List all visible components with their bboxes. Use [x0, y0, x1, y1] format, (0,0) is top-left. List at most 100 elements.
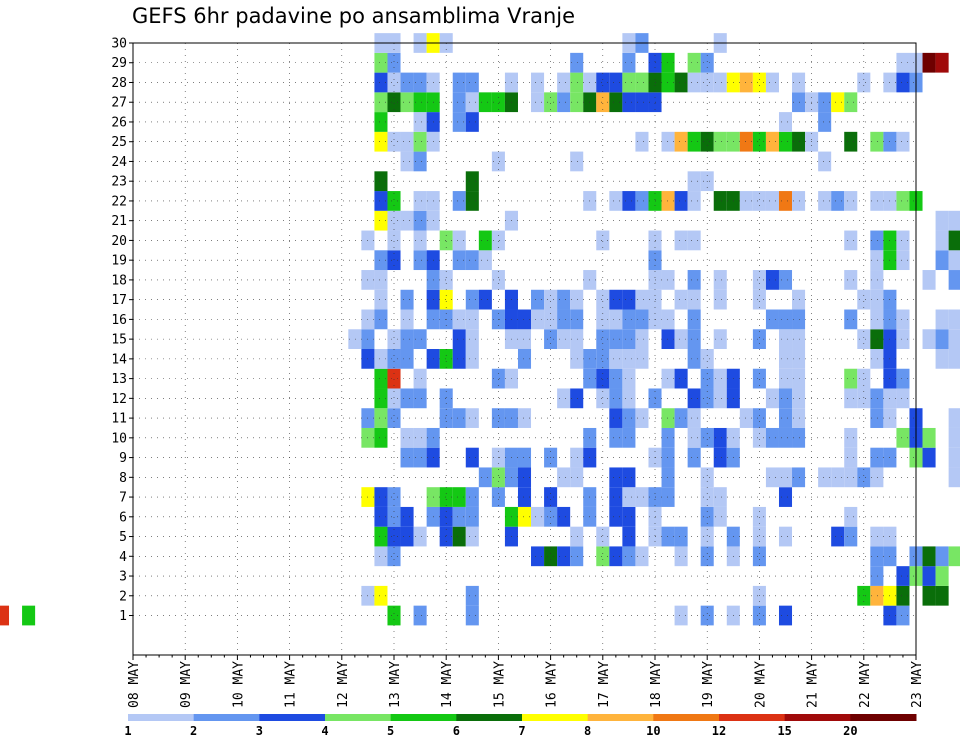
- y-tick-label: 9: [119, 451, 127, 466]
- heatmap-cell: [570, 526, 584, 547]
- y-tick-label: 27: [111, 96, 127, 111]
- heatmap-cell: [374, 52, 388, 73]
- heatmap-cell: [896, 566, 910, 586]
- heatmap-cell: [387, 388, 401, 409]
- heatmap-cell: [465, 526, 479, 547]
- y-tick-label: 4: [119, 550, 127, 565]
- heatmap-cell: [439, 270, 453, 290]
- heatmap-cell: [896, 427, 910, 448]
- heatmap-cell: [844, 92, 858, 113]
- y-tick-label: 2: [119, 589, 127, 604]
- heatmap-cell: [713, 427, 727, 448]
- legend-label: 2: [190, 724, 197, 738]
- heatmap-cell: [465, 506, 479, 527]
- heatmap-cell: [713, 506, 727, 527]
- heatmap-cell: [896, 368, 910, 389]
- heatmap-cell: [752, 427, 766, 448]
- heatmap-cell: [687, 131, 701, 152]
- heatmap-cell: [948, 447, 960, 468]
- heatmap-cell: [478, 289, 492, 310]
- heatmap-cell: [609, 309, 623, 330]
- heatmap-cell: [622, 72, 636, 93]
- heatmap-cell: [413, 230, 427, 251]
- heatmap-cell: [387, 191, 401, 211]
- heatmap-cell: [844, 131, 858, 152]
- x-axis: 08 MAY 09 MAY 10 MAY 11 MAY 12 MAY 13 MAY 14 M…: [127, 655, 925, 708]
- heatmap-cell: [413, 329, 427, 349]
- heatmap-cell: [374, 191, 388, 211]
- heatmap-cell: [465, 112, 479, 132]
- heatmap-cell: [765, 72, 779, 93]
- heatmap-cell: [544, 546, 558, 567]
- heatmap-cell: [387, 210, 401, 231]
- heatmap-cell: [870, 349, 884, 369]
- heatmap-cell: [896, 250, 910, 271]
- heatmap-cell: [531, 72, 545, 93]
- heatmap-cell: [531, 506, 545, 527]
- heatmap-cell: [570, 447, 584, 468]
- heatmap-cell: [570, 289, 584, 310]
- heatmap-cell: [935, 585, 949, 606]
- heatmap-cell: [570, 546, 584, 567]
- y-tick-label: 8: [119, 471, 127, 486]
- heatmap-cell: [570, 309, 584, 330]
- heatmap-cell: [948, 250, 960, 271]
- y-tick-label: 10: [111, 431, 127, 446]
- y-tick-label: 22: [111, 194, 127, 209]
- heatmap-cell: [635, 408, 649, 428]
- heatmap-cell: [818, 191, 832, 211]
- heatmap-cell: [687, 447, 701, 468]
- heatmap-cell: [661, 467, 675, 488]
- heatmap-cell: [452, 526, 466, 547]
- x-tick-label: 14 MAY: [440, 661, 455, 708]
- heatmap-cell: [570, 467, 584, 488]
- heatmap-cell: [544, 487, 558, 507]
- heatmap-cell: [517, 329, 532, 349]
- heatmap-cells: [0, 33, 960, 626]
- heatmap-cell: [792, 72, 806, 93]
- heatmap-cell: [687, 309, 701, 330]
- heatmap-cell: [674, 546, 688, 567]
- heatmap-cell: [713, 270, 727, 290]
- heatmap-cell: [700, 506, 714, 527]
- heatmap-cell: [935, 566, 949, 586]
- heatmap-cell: [948, 427, 960, 448]
- x-tick-label: 09 MAY: [179, 661, 194, 708]
- heatmap-cell: [387, 526, 401, 547]
- heatmap-cell: [739, 131, 753, 152]
- heatmap-cell: [517, 408, 532, 428]
- y-tick-label: 21: [111, 214, 127, 229]
- heatmap-cell: [844, 191, 858, 211]
- legend-swatch: [128, 714, 195, 721]
- x-tick-label: 22 MAY: [858, 661, 873, 708]
- heatmap-cell: [452, 309, 466, 330]
- heatmap-cell: [465, 605, 479, 626]
- heatmap-cell: [870, 408, 884, 428]
- heatmap-cell: [374, 92, 388, 113]
- heatmap-cell: [465, 309, 479, 330]
- heatmap-cell: [557, 329, 571, 349]
- y-tick-label: 17: [111, 293, 127, 308]
- heatmap-cell: [935, 349, 949, 369]
- heatmap-cell: [622, 526, 636, 547]
- heatmap-cell: [557, 92, 571, 113]
- legend-swatch: [587, 714, 654, 721]
- heatmap-cell: [413, 210, 427, 231]
- legend-swatch: [456, 714, 523, 721]
- heatmap-cell: [609, 349, 623, 369]
- heatmap-cell: [491, 92, 505, 113]
- x-tick-label: 16 MAY: [545, 661, 560, 708]
- heatmap-cell: [609, 467, 623, 488]
- heatmap-cell: [661, 526, 675, 547]
- heatmap-cell: [596, 546, 610, 567]
- heatmap-cell: [870, 270, 884, 290]
- heatmap-cell: [935, 210, 949, 231]
- heatmap-cell: [609, 546, 623, 567]
- heatmap-cell: [596, 368, 610, 389]
- heatmap-cell: [635, 92, 649, 113]
- heatmap-cell: [752, 131, 766, 152]
- heatmap-cell: [661, 131, 675, 152]
- heatmap-cell: [491, 368, 505, 389]
- heatmap-cell: [818, 467, 832, 488]
- grid-lines: [133, 42, 916, 655]
